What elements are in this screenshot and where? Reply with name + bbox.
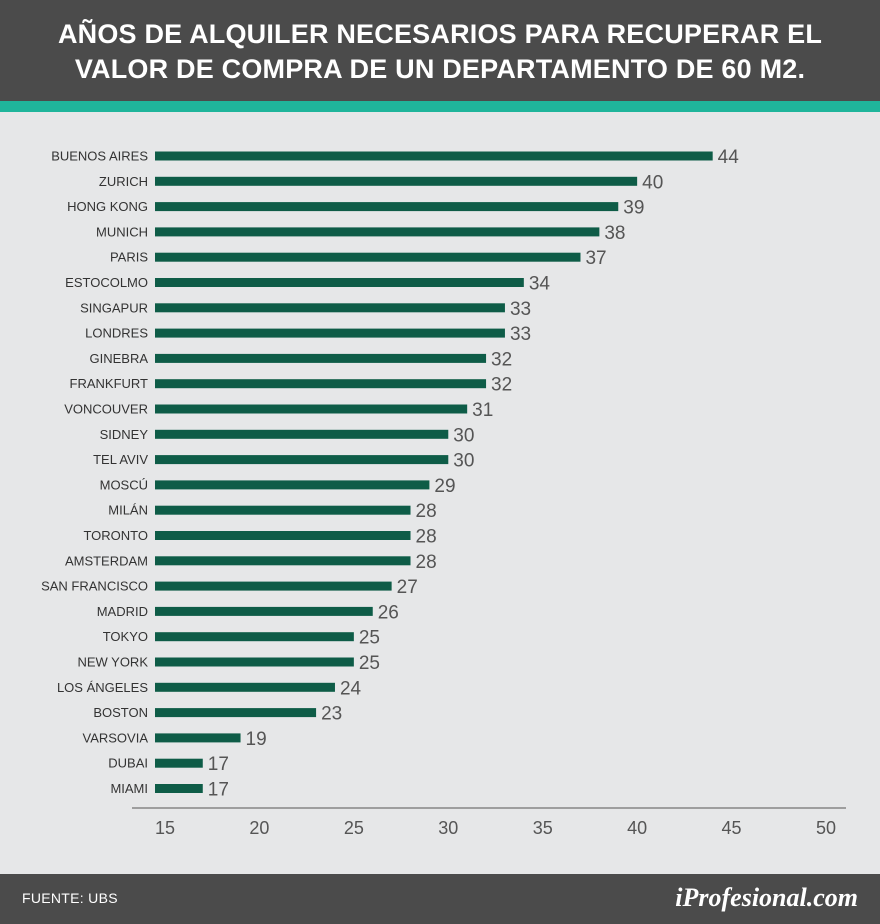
chart-area: BUENOS AIRES 44 ZURICH 40 HONG KONG 39 MUNICH 3… [0, 112, 880, 874]
category-label-boston: BOSTON [93, 705, 148, 720]
bar-londres [155, 328, 505, 338]
bar-miami [155, 784, 203, 793]
data-label-new-york: 25 [359, 653, 380, 674]
bar-moscu [155, 480, 430, 490]
data-label-voncouver: 31 [472, 400, 493, 421]
category-label-voncouver: VONCOUVER [64, 402, 148, 417]
source-note: FUENTE: UBS [22, 890, 118, 906]
category-label-san-francisco: SAN FRANCISCO [41, 579, 148, 594]
footer-bar: FUENTE: UBS iProfesional.com [0, 874, 880, 924]
bar-boston [155, 708, 317, 718]
data-label-paris: 37 [585, 248, 606, 269]
category-label-paris: PARIS [110, 250, 148, 265]
category-label-madrid: MADRID [97, 604, 148, 619]
category-label-varsovia: VARSOVIA [82, 730, 148, 745]
bar-voncouver [155, 404, 468, 414]
data-label-milan: 28 [416, 501, 437, 522]
data-label-zurich: 40 [642, 172, 663, 193]
category-label-miami: MIAMI [110, 781, 148, 796]
data-label-miami: 17 [208, 780, 229, 801]
bar-los-angeles [155, 682, 335, 692]
category-label-estocolmo: ESTOCOLMO [65, 275, 148, 290]
bar-toronto [155, 531, 411, 540]
category-label-ginebra: GINEBRA [89, 351, 148, 366]
bar-hong-kong [155, 202, 619, 212]
category-label-sidney: SIDNEY [100, 427, 149, 442]
x-tick-label-45: 45 [722, 818, 742, 838]
category-label-hong-kong: HONG KONG [67, 199, 148, 214]
category-label-munich: MUNICH [96, 224, 148, 239]
category-label-dubai: DUBAI [108, 756, 148, 771]
accent-stripe [0, 101, 880, 112]
data-label-ginebra: 32 [491, 349, 512, 370]
category-label-los-angeles: LOS ÁNGELES [57, 680, 148, 695]
data-label-singapur: 33 [510, 299, 531, 320]
bar-new-york [155, 657, 354, 667]
bar-singapur [155, 303, 505, 313]
x-tick-label-35: 35 [533, 818, 553, 838]
data-label-dubai: 17 [208, 754, 229, 775]
x-tick-label-25: 25 [344, 818, 364, 838]
data-label-tel-aviv: 30 [453, 451, 474, 472]
data-label-amsterdam: 28 [416, 552, 437, 573]
chart-title: AÑOS DE ALQUILER NECESARIOS PARA RECUPER… [0, 17, 880, 87]
bar-munich [155, 227, 600, 237]
bar-sidney [155, 429, 449, 439]
category-label-moscu: MOSCÚ [100, 477, 148, 492]
bar-amsterdam [155, 556, 411, 566]
data-label-varsovia: 19 [246, 729, 267, 750]
data-label-tokyo: 25 [359, 628, 380, 649]
bar-zurich [155, 176, 638, 186]
data-label-toronto: 28 [416, 527, 437, 548]
data-label-estocolmo: 34 [529, 274, 551, 295]
data-label-londres: 33 [510, 324, 531, 345]
bar-chart: BUENOS AIRES 44 ZURICH 40 HONG KONG 39 MUNICH 3… [41, 147, 846, 838]
bar-tel-aviv [155, 455, 449, 465]
bar-san-francisco [155, 581, 392, 591]
data-label-madrid: 26 [378, 602, 399, 623]
category-label-buenos-aires: BUENOS AIRES [51, 149, 148, 164]
brand-logo: iProfesional.com [675, 883, 858, 912]
bar-estocolmo [155, 278, 524, 287]
bar-milan [155, 505, 411, 515]
data-label-moscu: 29 [434, 476, 455, 497]
chart-title-line-2: VALOR DE COMPRA DE UN DEPARTAMENTO DE 60… [74, 54, 806, 84]
data-label-buenos-aires: 44 [718, 147, 740, 168]
bar-paris [155, 252, 581, 262]
category-label-tel-aviv: TEL AVIV [93, 452, 148, 467]
category-label-londres: LONDRES [85, 326, 148, 341]
data-label-frankfurt: 32 [491, 375, 512, 396]
bar-ginebra [155, 353, 487, 363]
bar-varsovia [155, 733, 241, 743]
category-label-new-york: NEW YORK [77, 655, 148, 670]
data-label-munich: 38 [604, 223, 625, 244]
bar-frankfurt [155, 379, 487, 389]
header-bar: AÑOS DE ALQUILER NECESARIOS PARA RECUPER… [0, 0, 880, 101]
data-label-boston: 23 [321, 704, 342, 725]
category-label-singapur: SINGAPUR [80, 300, 148, 315]
bar-buenos-aires [155, 151, 713, 161]
x-tick-label-15: 15 [155, 818, 175, 838]
data-label-hong-kong: 39 [623, 198, 644, 219]
category-label-toronto: TORONTO [83, 528, 148, 543]
data-label-sidney: 30 [453, 425, 474, 446]
category-label-zurich: ZURICH [99, 174, 148, 189]
bar-tokyo [155, 632, 354, 642]
x-tick-label-20: 20 [249, 818, 269, 838]
chart-title-line-1: AÑOS DE ALQUILER NECESARIOS PARA RECUPER… [57, 19, 823, 49]
bar-madrid [155, 606, 373, 616]
category-label-amsterdam: AMSTERDAM [65, 553, 148, 568]
category-label-frankfurt: FRANKFURT [70, 376, 149, 391]
data-label-los-angeles: 24 [340, 678, 362, 699]
x-tick-label-50: 50 [816, 818, 836, 838]
category-label-milan: MILÁN [108, 503, 148, 518]
bar-dubai [155, 758, 203, 768]
x-tick-label-30: 30 [438, 818, 458, 838]
category-label-tokyo: TOKYO [103, 629, 148, 644]
x-tick-label-40: 40 [627, 818, 647, 838]
data-label-san-francisco: 27 [397, 577, 418, 598]
